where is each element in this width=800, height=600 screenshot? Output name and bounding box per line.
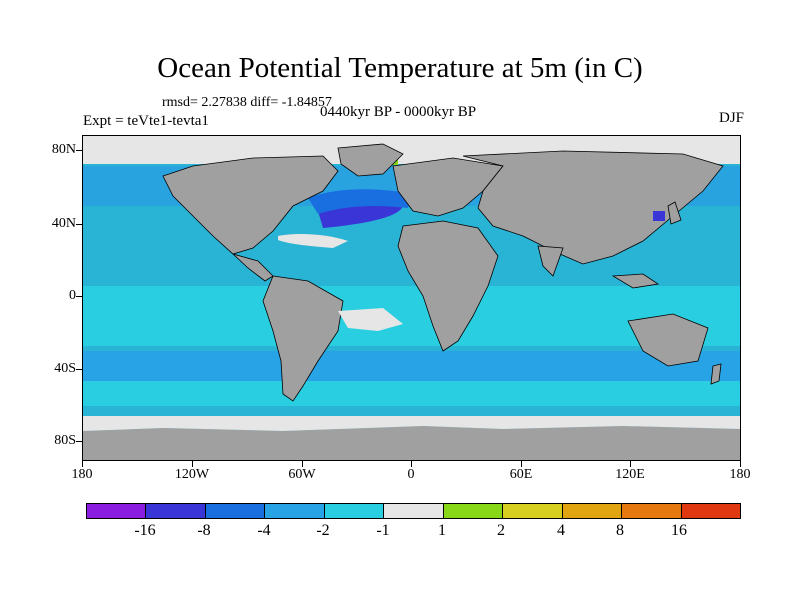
lon-tick (302, 461, 303, 467)
colorbar-swatch (622, 504, 682, 518)
season-label: DJF (718, 110, 744, 126)
lon-label-60w: 60W (288, 467, 316, 482)
indonesia (611, 273, 660, 289)
north-atlantic-cold (308, 189, 413, 214)
lat-tick (76, 150, 82, 151)
south-atlantic-patch (338, 308, 403, 331)
australia (627, 313, 709, 367)
world-map (82, 135, 741, 461)
antarctic-ice (83, 416, 740, 431)
colorbar-label: 8 (616, 522, 624, 539)
colorbar-swatch (265, 504, 325, 518)
lon-tick (521, 461, 522, 467)
lon-label-120w: 120W (174, 467, 210, 482)
lat-tick (76, 369, 82, 370)
colorbar-label: 16 (671, 522, 687, 539)
lat-tick (76, 441, 82, 442)
lon-label-180w: 180 (71, 467, 93, 482)
colorbar-label: 2 (497, 522, 505, 539)
lon-label-180e: 180 (729, 467, 751, 482)
lat-label-40n: 40N (51, 216, 76, 231)
colorbar-label: -1 (376, 522, 390, 539)
colorbar-swatch (443, 504, 504, 518)
africa (397, 220, 499, 352)
south-america (262, 275, 344, 402)
japan (667, 201, 682, 225)
lon-label-120e: 120E (615, 467, 645, 482)
central-america (232, 253, 274, 282)
colorbar-label: -4 (257, 522, 271, 539)
colorbar-label: 4 (557, 522, 565, 539)
colorbar-swatch (205, 504, 266, 518)
antarctica (83, 426, 740, 460)
southern-band-2 (83, 381, 740, 406)
lon-label-0: 0 (407, 467, 415, 482)
new-zealand (710, 363, 722, 385)
colorbar-swatch (681, 504, 740, 518)
map-canvas (83, 136, 740, 460)
lat-label-80n: 80N (51, 142, 76, 157)
lon-label-60e: 60E (509, 467, 533, 482)
lat-label-40s: 40S (54, 361, 76, 376)
lat-tick (76, 224, 82, 225)
experiment-label: Expt = teVte1-tevta1 (83, 113, 209, 129)
colorbar-label: -16 (134, 522, 156, 539)
lon-tick (192, 461, 193, 467)
tropical-band (83, 286, 740, 346)
colorbar-swatch (384, 504, 444, 518)
lon-tick (740, 461, 741, 467)
asia (462, 150, 724, 265)
lon-tick (411, 461, 412, 467)
colorbar (86, 503, 741, 519)
lat-tick (76, 296, 82, 297)
india (537, 245, 564, 277)
colorbar-swatch (562, 504, 623, 518)
colorbar-label: -2 (316, 522, 330, 539)
lon-tick (630, 461, 631, 467)
lon-tick (82, 461, 83, 467)
europe (392, 157, 504, 217)
stats-text: rmsd= 2.27838 diff= -1.84857 (162, 95, 332, 110)
colorbar-swatch (146, 504, 206, 518)
period-label: 0440kyr BP - 0000kyr BP (320, 104, 477, 120)
colorbar-label: 1 (438, 522, 446, 539)
colorbar-swatch (324, 504, 385, 518)
greenland (337, 143, 404, 177)
lat-label-0: 0 (69, 288, 76, 303)
gulf-patch (278, 233, 348, 248)
map-title: Ocean Potential Temperature at 5m (in C) (157, 52, 643, 84)
southern-band (83, 351, 740, 381)
japan-anomaly (653, 211, 665, 221)
lat-label-80s: 80S (54, 433, 76, 448)
colorbar-swatch (503, 504, 563, 518)
colorbar-label: -8 (197, 522, 211, 539)
north-america (162, 155, 339, 255)
colorbar-swatch (87, 504, 147, 518)
